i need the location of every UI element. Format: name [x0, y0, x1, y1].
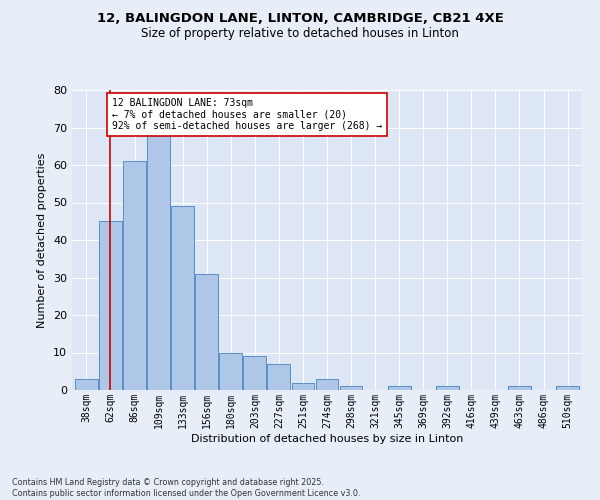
Bar: [195, 274, 218, 390]
Text: 12 BALINGDON LANE: 73sqm
← 7% of detached houses are smaller (20)
92% of semi-de: 12 BALINGDON LANE: 73sqm ← 7% of detache…: [112, 98, 382, 130]
Bar: [99, 221, 122, 390]
Bar: [171, 206, 194, 390]
Text: Contains HM Land Registry data © Crown copyright and database right 2025.
Contai: Contains HM Land Registry data © Crown c…: [12, 478, 361, 498]
Bar: [75, 379, 98, 390]
Bar: [292, 382, 314, 390]
Bar: [508, 386, 531, 390]
Y-axis label: Number of detached properties: Number of detached properties: [37, 152, 47, 328]
Bar: [268, 364, 290, 390]
Text: 12, BALINGDON LANE, LINTON, CAMBRIDGE, CB21 4XE: 12, BALINGDON LANE, LINTON, CAMBRIDGE, C…: [97, 12, 503, 26]
Bar: [244, 356, 266, 390]
Bar: [340, 386, 362, 390]
Bar: [147, 135, 170, 390]
Bar: [556, 386, 579, 390]
Text: Size of property relative to detached houses in Linton: Size of property relative to detached ho…: [141, 28, 459, 40]
Bar: [436, 386, 459, 390]
X-axis label: Distribution of detached houses by size in Linton: Distribution of detached houses by size …: [191, 434, 463, 444]
Bar: [388, 386, 410, 390]
Bar: [123, 161, 146, 390]
Bar: [316, 379, 338, 390]
Bar: [220, 352, 242, 390]
